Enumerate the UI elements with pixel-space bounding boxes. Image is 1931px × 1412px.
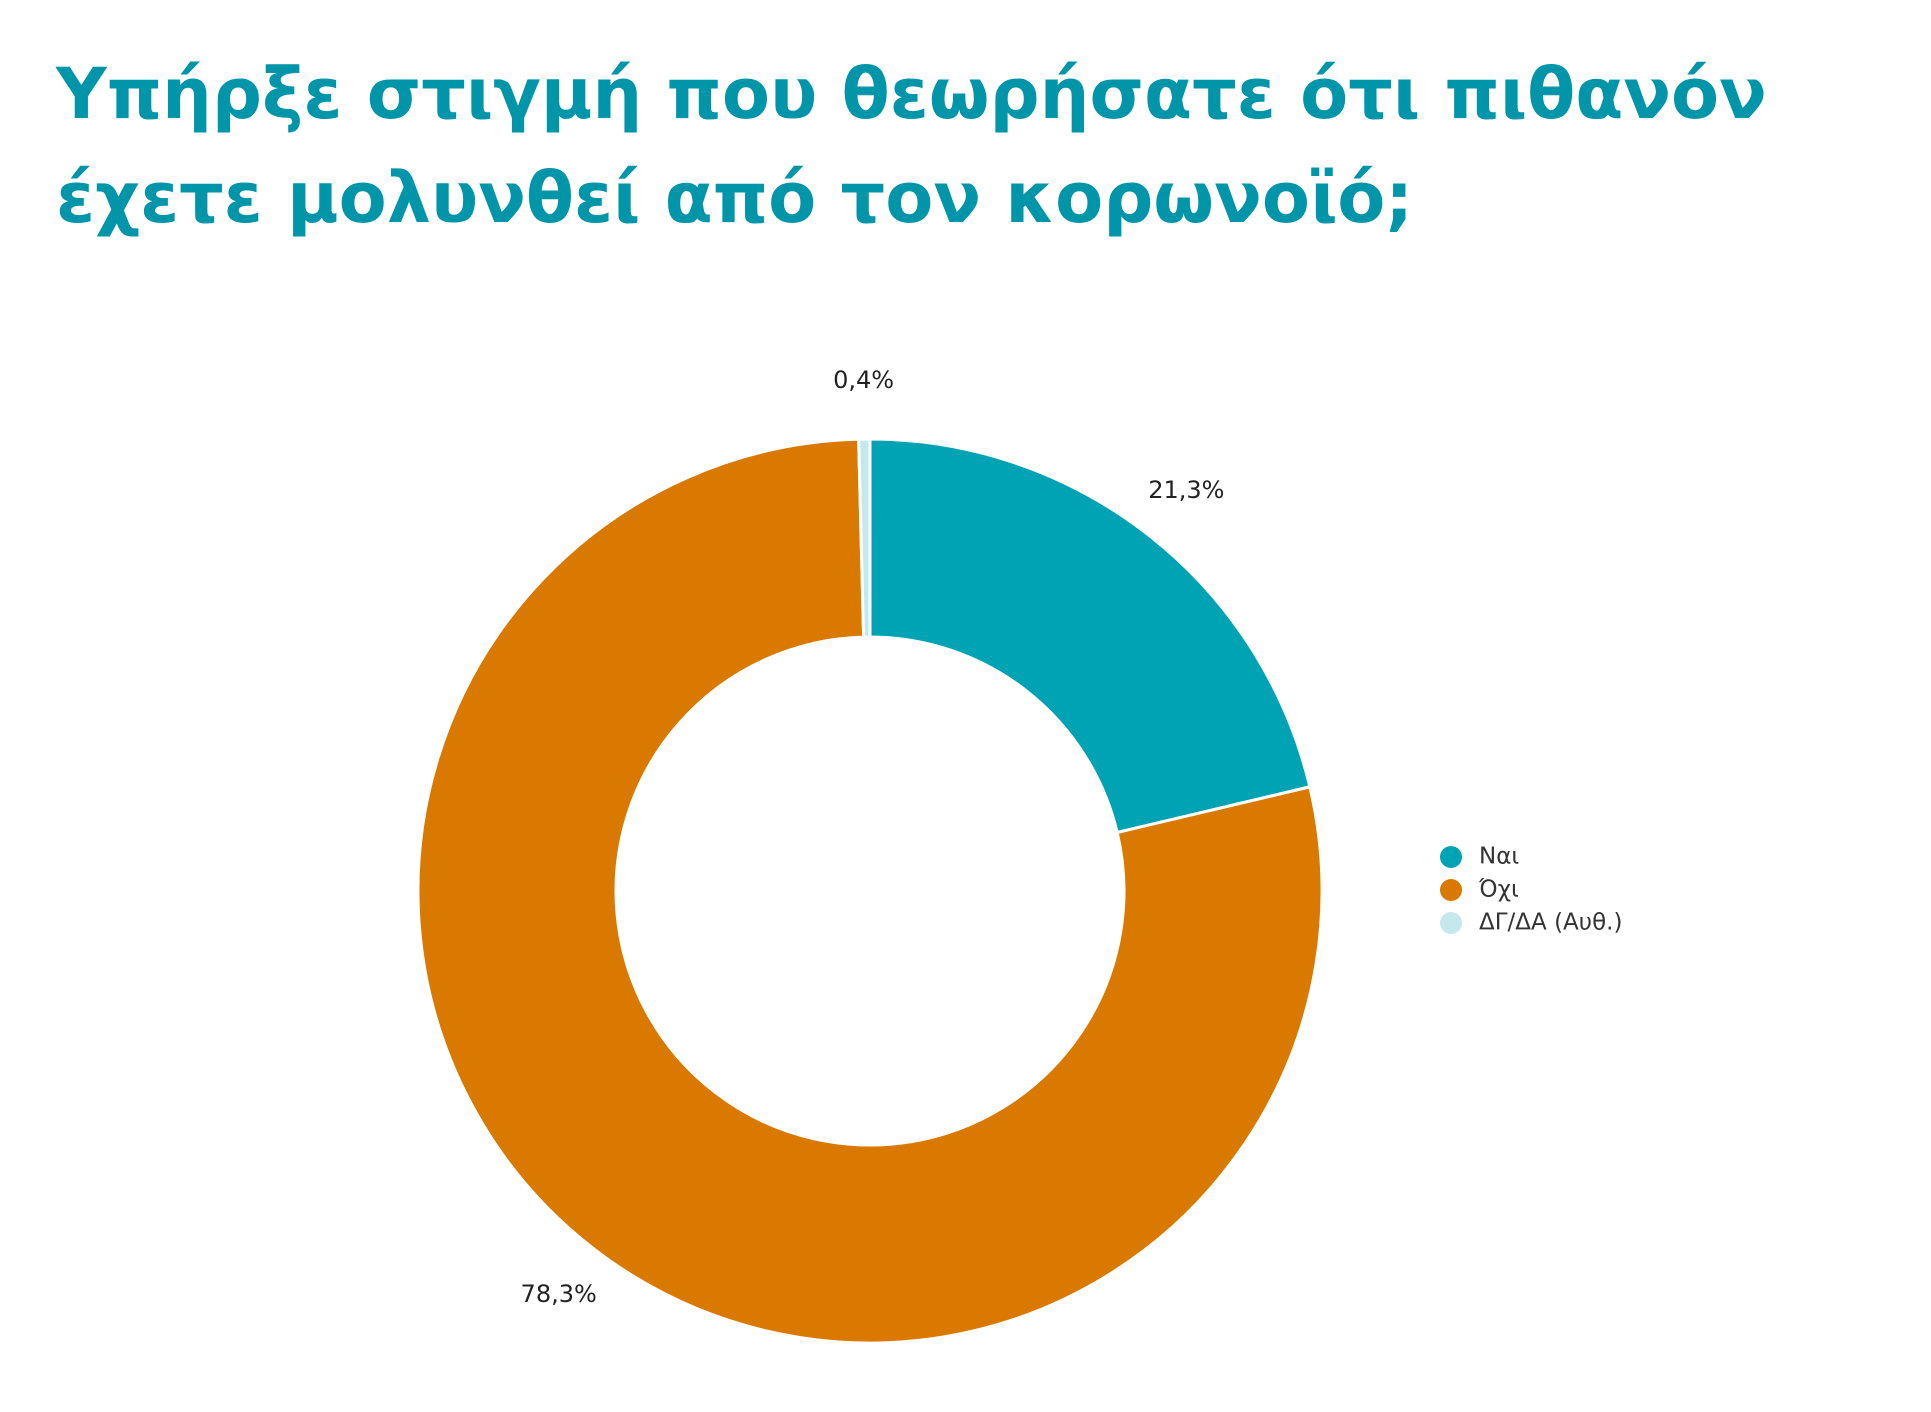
legend-marker — [1440, 879, 1462, 901]
data-label: 0,4% — [833, 366, 894, 394]
legend-label: Ναι — [1479, 844, 1519, 870]
legend-label: Όχι — [1478, 877, 1519, 903]
donut-segment — [868, 437, 1312, 835]
legend-marker — [1440, 912, 1462, 934]
data-label: 78,3% — [521, 1280, 597, 1308]
legend-marker — [1440, 846, 1462, 868]
data-label: 21,3% — [1148, 476, 1224, 504]
legend-label: ΔΓ/ΔΑ (Αυθ.) — [1479, 910, 1622, 936]
chart-title: έχετε μολυνθεί από τον κορωνοϊό; — [56, 157, 1413, 239]
donut-segment — [857, 437, 872, 639]
chart-title: Υπήρξε στιγμή που θεωρήσατε ότι πιθανόν — [55, 53, 1767, 135]
donut-segment — [416, 437, 1324, 1345]
